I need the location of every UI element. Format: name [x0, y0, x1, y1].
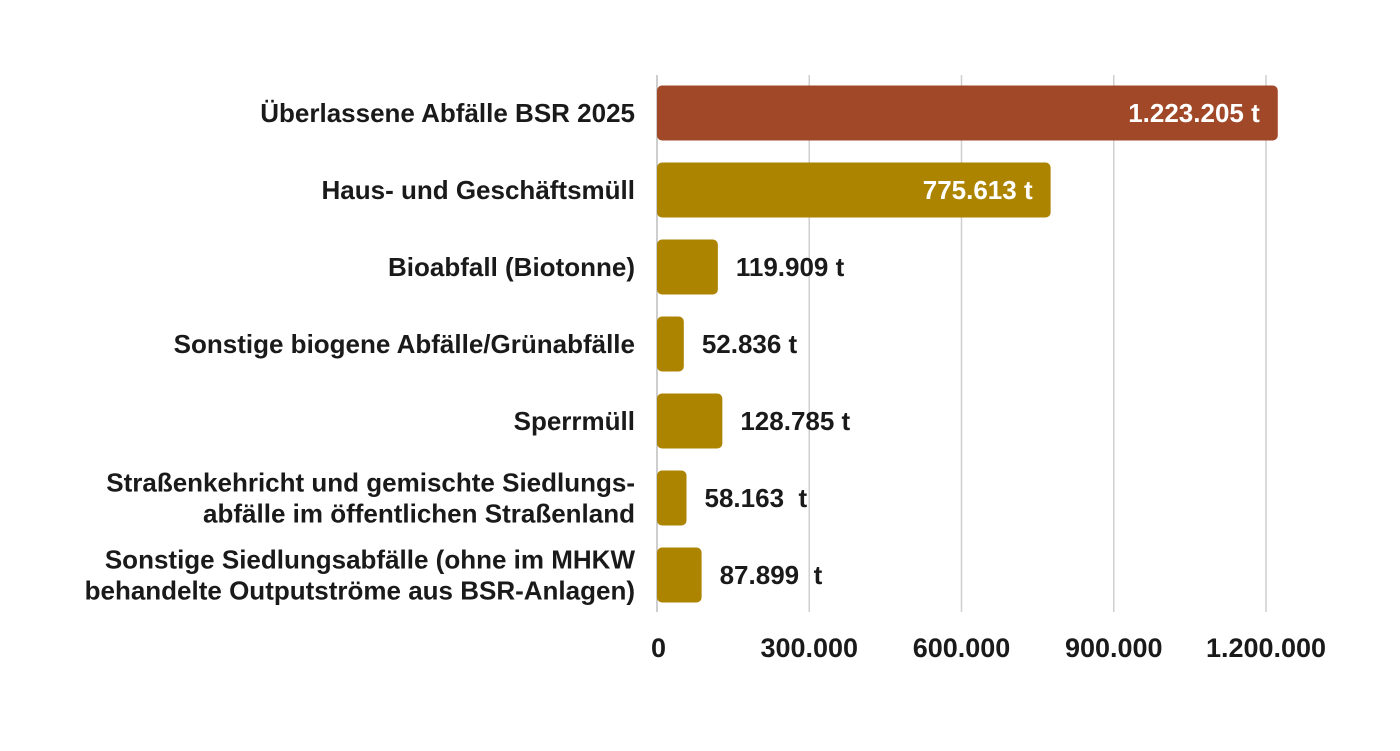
data-label: 1.223.205 t	[1128, 98, 1260, 128]
category-label: Bioabfall (Biotonne)	[388, 252, 635, 282]
category-label: Sonstige biogene Abfälle/Grünabfälle	[174, 329, 635, 359]
category-label: Überlassene Abfälle BSR 2025	[260, 98, 635, 128]
bar	[657, 547, 702, 603]
category-label: Sperrmüll	[514, 406, 635, 436]
data-labels: 1.223.205 t 775.613 t 119.909 t 52.836 t 128…	[702, 98, 1260, 590]
category-labels: Überlassene Abfälle BSR 2025 Haus- und Ge…	[85, 98, 636, 606]
x-tick-label: 0	[651, 633, 666, 663]
x-axis-tick-labels: 0 300.000 600.000 900.000 1.200.000	[651, 633, 1326, 663]
x-tick-label: 600.000	[913, 633, 1011, 663]
data-label: 775.613 t	[923, 175, 1033, 205]
x-tick-label: 300.000	[760, 633, 858, 663]
bar	[657, 85, 1278, 141]
bar	[657, 470, 687, 526]
bar	[657, 162, 1051, 218]
data-label: 128.785 t	[740, 406, 850, 436]
bar	[657, 239, 718, 295]
category-label: Straßenkehricht und gemischte Siedlungs-…	[106, 468, 635, 529]
data-label: 58.163 t	[705, 483, 808, 513]
data-label: 52.836 t	[702, 329, 798, 359]
data-label: 119.909 t	[736, 252, 845, 282]
bar	[657, 393, 723, 449]
bar	[657, 316, 684, 372]
category-label: Sonstige Siedlungsabfälle (ohne im MHKW b…	[85, 545, 636, 606]
bars	[657, 85, 1278, 603]
data-label: 87.899 t	[720, 560, 823, 590]
x-tick-label: 900.000	[1065, 633, 1163, 663]
category-label: Haus- und Geschäftsmüll	[322, 175, 636, 205]
x-tick-label: 1.200.000	[1206, 633, 1326, 663]
